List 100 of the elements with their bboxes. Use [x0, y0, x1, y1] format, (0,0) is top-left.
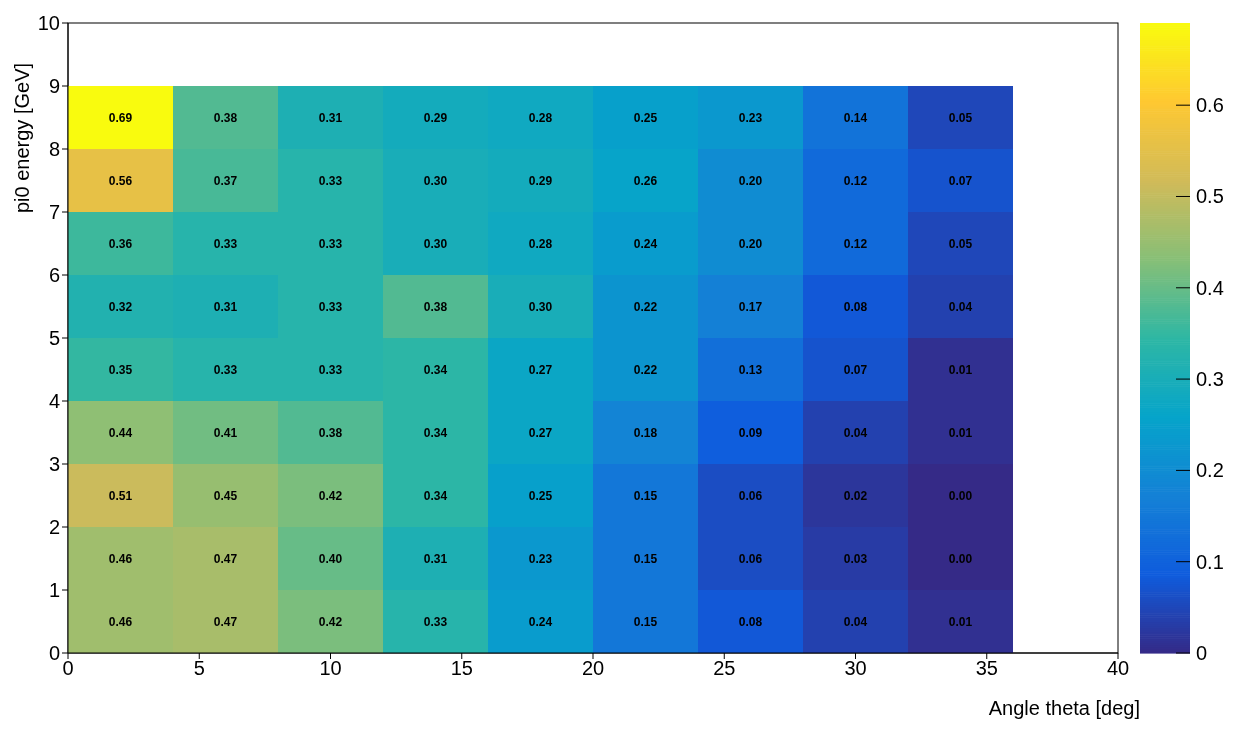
data-label: 0.04: [843, 425, 868, 440]
data-label: 0.46: [108, 551, 133, 566]
data-label: 0.04: [948, 299, 973, 314]
data-label: 0.33: [213, 236, 238, 251]
x-axis-title: Angle theta [deg]: [988, 697, 1140, 719]
data-label: 0.32: [108, 299, 133, 314]
data-label: 0.44: [108, 425, 133, 440]
y-tick-label: 0: [48, 642, 60, 665]
data-label: 0.38: [213, 110, 238, 125]
data-label: 0.36: [108, 236, 133, 251]
color-bar-label: 0.5: [1196, 185, 1224, 208]
data-label: 0.38: [318, 425, 343, 440]
data-label: 0.31: [213, 299, 238, 314]
data-label: 0.27: [528, 425, 553, 440]
data-label: 0.25: [528, 488, 553, 503]
data-label: 0.37: [213, 173, 238, 188]
data-label: 0.33: [318, 173, 343, 188]
data-label: 0.12: [843, 236, 868, 251]
color-bar-label: 0.3: [1196, 368, 1224, 391]
data-label: 0.22: [633, 362, 658, 377]
color-bar-label: 0.2: [1196, 459, 1224, 482]
data-label: 0.51: [108, 488, 133, 503]
data-label: 0.45: [213, 488, 238, 503]
data-label: 0.34: [423, 425, 448, 440]
data-label: 0.47: [213, 614, 238, 629]
y-axis-title: pi0 energy [GeV]: [11, 62, 34, 214]
data-label: 0.01: [948, 425, 973, 440]
data-label: 0.28: [528, 236, 553, 251]
data-label: 0.15: [633, 551, 658, 566]
data-label: 0.00: [948, 551, 973, 566]
data-label: 0.04: [843, 614, 868, 629]
data-label: 0.23: [528, 551, 553, 566]
data-label: 0.17: [738, 299, 763, 314]
data-label: 0.47: [213, 551, 238, 566]
data-label: 0.42: [318, 488, 343, 503]
data-label: 0.23: [738, 110, 763, 125]
y-tick-label: 1: [48, 579, 60, 602]
data-label: 0.41: [213, 425, 238, 440]
data-label: 0.05: [948, 236, 973, 251]
x-tick-label: 25: [713, 657, 736, 680]
data-label: 0.69: [108, 110, 133, 125]
data-label: 0.40: [318, 551, 343, 566]
data-label: 0.35: [108, 362, 133, 377]
data-label: 0.56: [108, 173, 133, 188]
data-label: 0.08: [843, 299, 868, 314]
data-label: 0.20: [738, 236, 763, 251]
data-label: 0.28: [528, 110, 553, 125]
data-label: 0.27: [528, 362, 553, 377]
y-tick-label: 2: [48, 516, 60, 539]
data-label: 0.20: [738, 173, 763, 188]
data-label: 0.33: [423, 614, 448, 629]
x-tick-label: 0: [62, 657, 74, 680]
data-label: 0.30: [528, 299, 553, 314]
data-label: 0.06: [738, 488, 763, 503]
data-label: 0.30: [423, 236, 448, 251]
data-label: 0.00: [948, 488, 973, 503]
data-label: 0.14: [843, 110, 868, 125]
data-label: 0.42: [318, 614, 343, 629]
data-label: 0.26: [633, 173, 658, 188]
data-label: 0.34: [423, 362, 448, 377]
data-label: 0.13: [738, 362, 763, 377]
x-tick-label: 20: [581, 657, 605, 680]
data-label: 0.24: [633, 236, 658, 251]
x-tick-label: 5: [193, 657, 205, 680]
data-label: 0.33: [318, 362, 343, 377]
data-label: 0.24: [528, 614, 553, 629]
data-label: 0.15: [633, 614, 658, 629]
data-label: 0.18: [633, 425, 658, 440]
y-tick-label: 9: [48, 75, 60, 98]
data-label: 0.06: [738, 551, 763, 566]
data-label: 0.07: [948, 173, 973, 188]
y-tick-label: 8: [48, 138, 60, 161]
y-tick-label: 6: [48, 264, 60, 287]
x-tick-label: 30: [844, 657, 867, 680]
data-label: 0.25: [633, 110, 658, 125]
data-label: 0.31: [318, 110, 343, 125]
data-label: 0.38: [423, 299, 448, 314]
color-bar-label: 0.4: [1196, 276, 1224, 299]
y-tick-label: 4: [48, 390, 60, 413]
data-label: 0.01: [948, 362, 973, 377]
data-label: 0.09: [738, 425, 763, 440]
x-tick-label: 10: [319, 657, 342, 680]
data-label: 0.33: [318, 299, 343, 314]
y-tick-label: 3: [48, 453, 60, 476]
y-tick-label: 7: [48, 201, 60, 224]
data-label: 0.33: [318, 236, 343, 251]
data-label: 0.29: [423, 110, 448, 125]
data-label: 0.46: [108, 614, 133, 629]
x-tick-label: 15: [450, 657, 473, 680]
data-label: 0.02: [843, 488, 868, 503]
x-tick-label: 40: [1106, 657, 1130, 680]
color-bar-label: 0.6: [1196, 94, 1224, 117]
data-label: 0.31: [423, 551, 448, 566]
data-label: 0.29: [528, 173, 553, 188]
data-label: 0.08: [738, 614, 763, 629]
color-bar-label: 0.1: [1196, 550, 1224, 573]
x-tick-label: 35: [975, 657, 998, 680]
data-label: 0.07: [843, 362, 868, 377]
data-label: 0.12: [843, 173, 868, 188]
data-label: 0.34: [423, 488, 448, 503]
